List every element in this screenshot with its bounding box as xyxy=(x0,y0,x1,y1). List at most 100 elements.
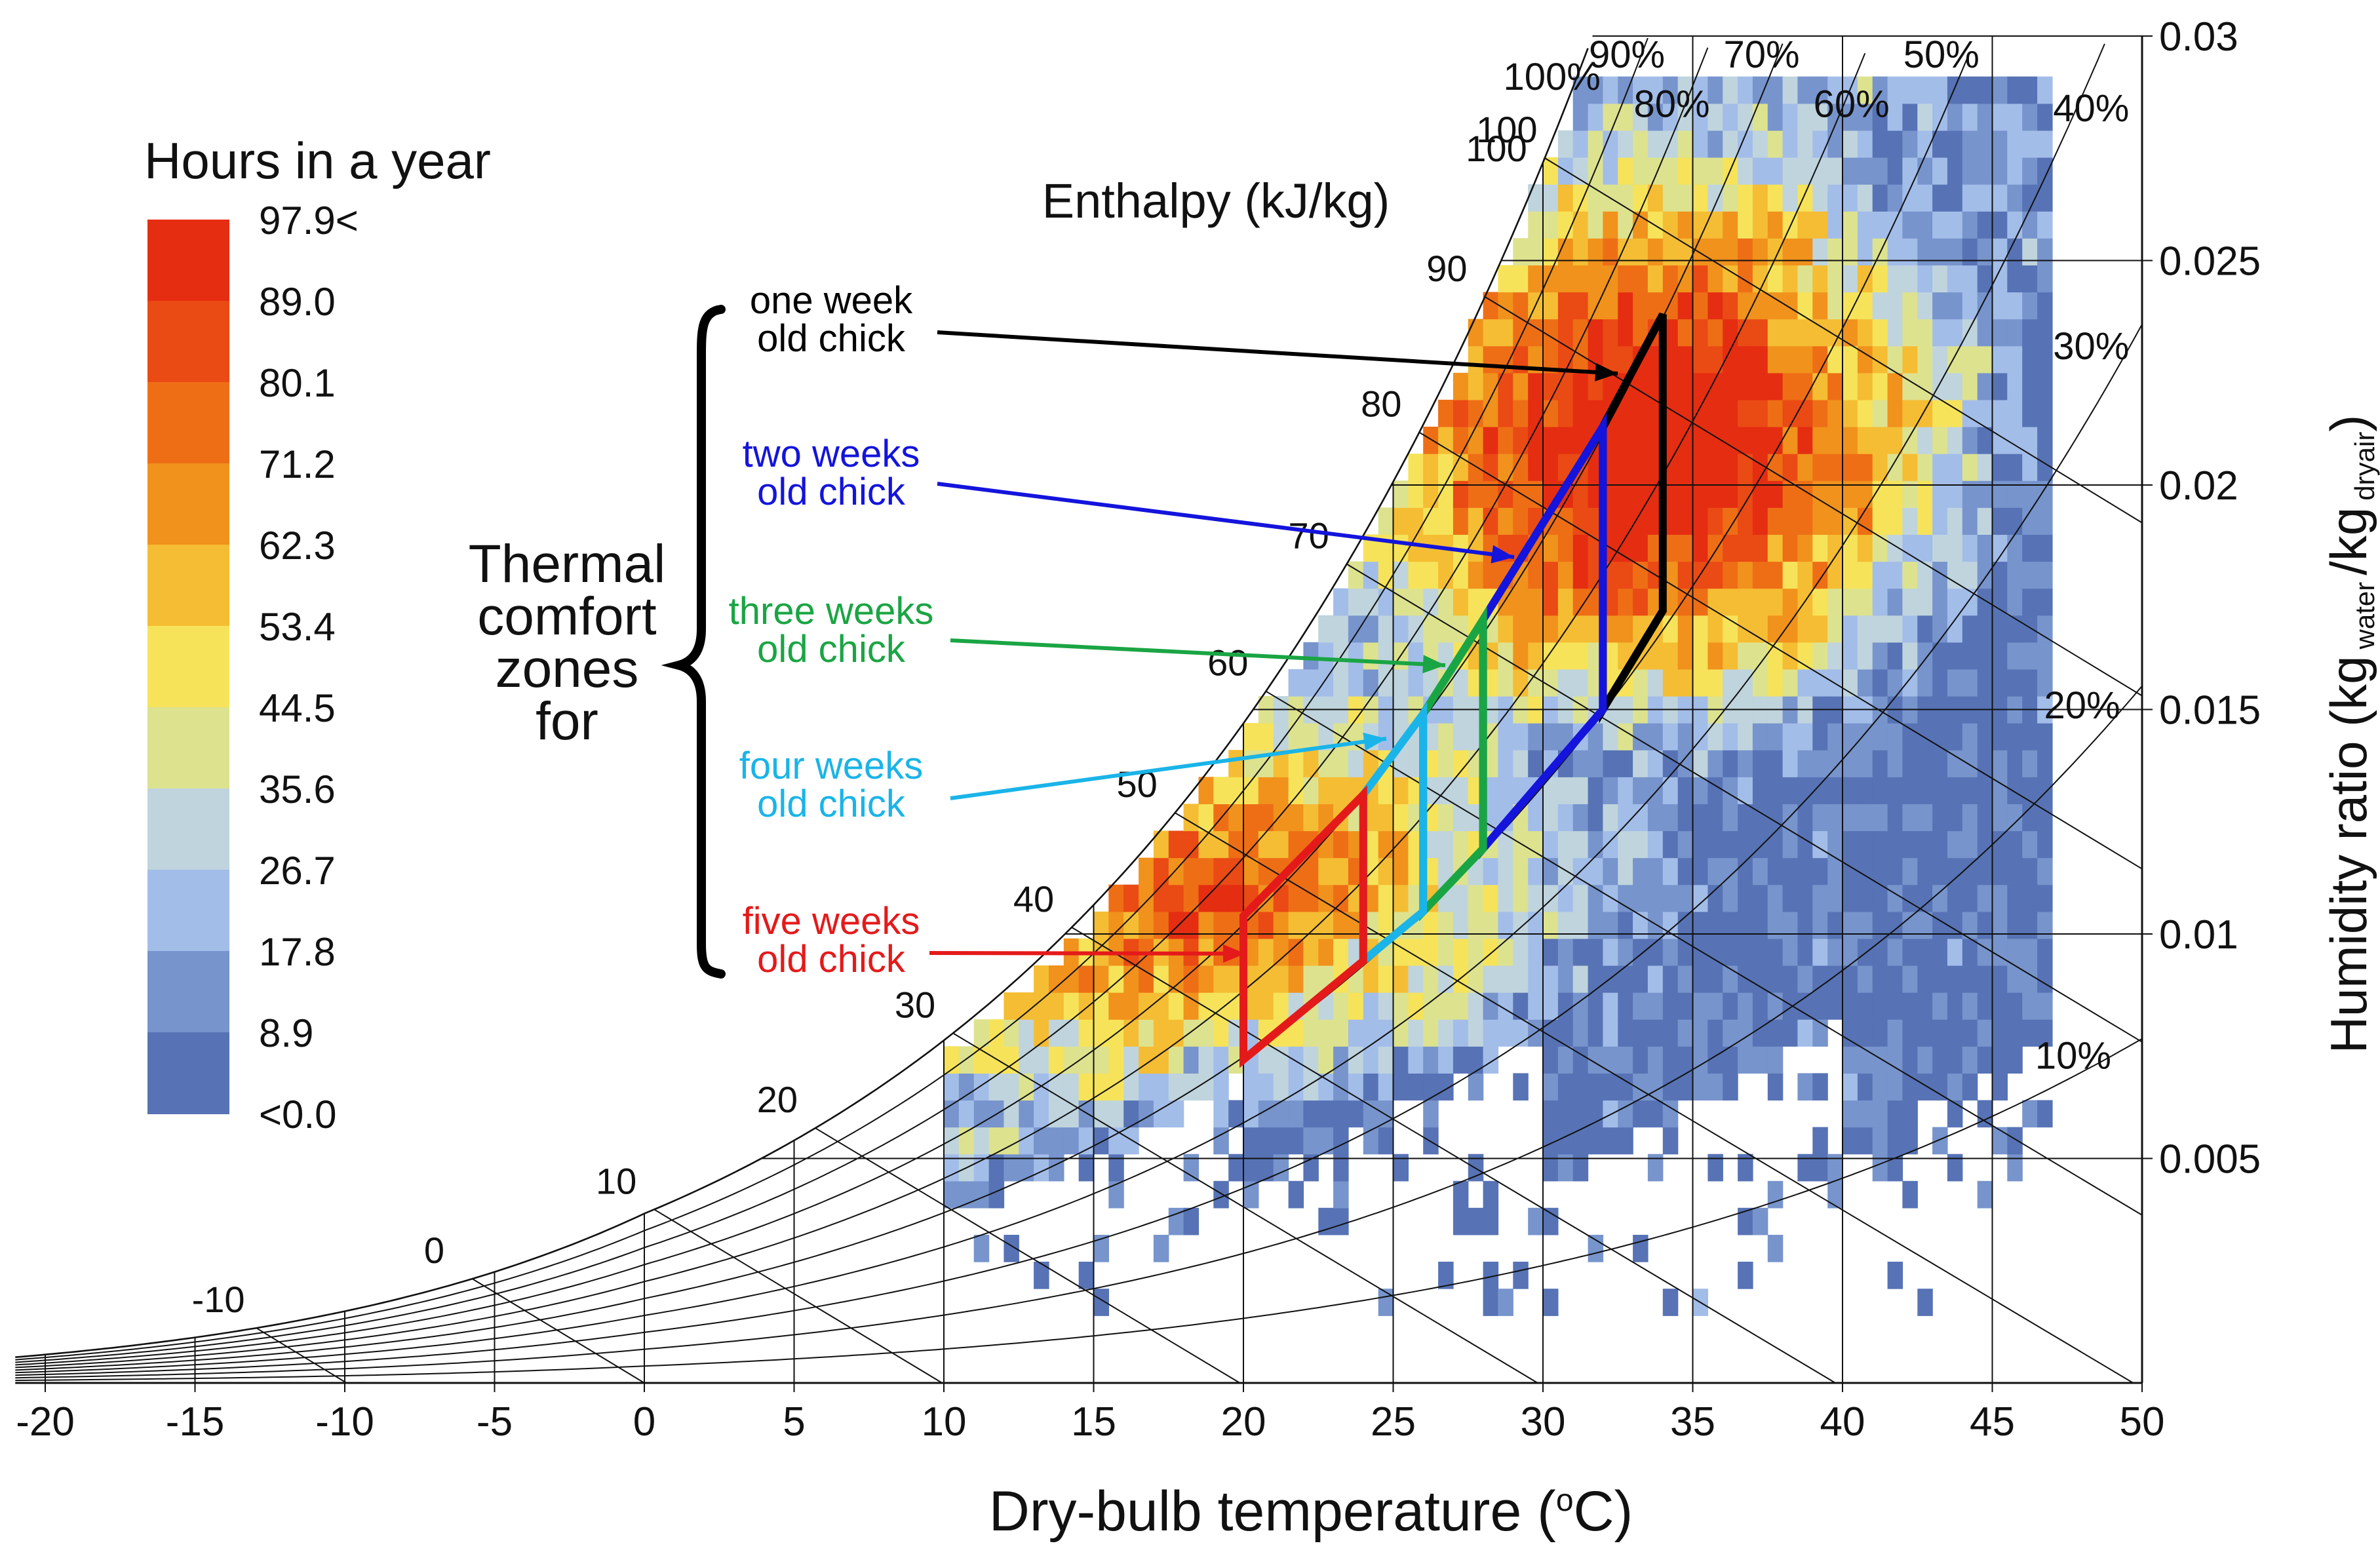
heatmap-cell xyxy=(1902,211,1918,239)
heatmap-cell xyxy=(1962,265,1978,293)
heatmap-cell xyxy=(2037,938,2053,966)
heatmap-cell xyxy=(1483,857,1499,885)
heatmap-cell xyxy=(1992,1127,2008,1155)
heatmap-cell xyxy=(1902,399,1918,427)
heatmap-cell xyxy=(1662,1046,1679,1074)
heatmap-cell xyxy=(1977,884,1993,912)
heatmap-cell xyxy=(1603,130,1618,158)
heatmap-cell xyxy=(1243,1100,1259,1128)
heatmap-cell xyxy=(1917,345,1933,374)
heatmap-cell xyxy=(1752,992,1768,1020)
axes: -20 -15 -10 -5 0 5 10 15 20 25 30 35 40 45 500.0050.01… xyxy=(15,14,2261,1445)
legend-swatch xyxy=(147,1032,229,1114)
heatmap-cell xyxy=(1947,642,1963,670)
heatmap-cell xyxy=(1063,1046,1080,1074)
heatmap-cell xyxy=(1692,804,1708,832)
heatmap-cell xyxy=(1692,345,1708,374)
heatmap-cell xyxy=(1962,588,1978,616)
heatmap-cell xyxy=(1752,130,1768,158)
heatmap-cell xyxy=(1917,103,1933,131)
legend-label: 17.8 xyxy=(259,930,336,974)
heatmap-cell xyxy=(1572,642,1589,670)
heatmap-cell xyxy=(1557,238,1574,265)
heatmap-cell xyxy=(1438,965,1454,993)
heatmap-cell xyxy=(1572,480,1589,508)
heatmap-cell xyxy=(1513,857,1529,885)
enthalpy-label: 30 xyxy=(895,984,935,1025)
heatmap-cell xyxy=(1887,1262,1903,1289)
heatmap-cell xyxy=(1498,750,1513,777)
heatmap-cell xyxy=(1947,507,1963,535)
heatmap-cell xyxy=(2007,588,2023,616)
heatmap-cell xyxy=(1752,938,1768,966)
heatmap-cell xyxy=(1423,1073,1439,1101)
heatmap-cell xyxy=(2037,265,2053,293)
heatmap-cell xyxy=(1528,184,1544,212)
heatmap-cell xyxy=(1528,372,1544,400)
heatmap-cell xyxy=(1857,911,1873,939)
heatmap-cell xyxy=(2007,965,2023,993)
heatmap-cell xyxy=(2037,588,2053,616)
heatmap-cell xyxy=(1843,534,1858,562)
heatmap-cell xyxy=(1812,454,1828,481)
heatmap-cell xyxy=(1782,615,1799,643)
heatmap-cell xyxy=(1692,103,1708,131)
heatmap-cell xyxy=(1962,480,1978,508)
heatmap-cell xyxy=(1557,830,1574,859)
heatmap-cell xyxy=(1767,1073,1784,1101)
legend-swatch xyxy=(147,951,229,1033)
heatmap-cell xyxy=(1723,238,1738,265)
heatmap-cell xyxy=(1782,750,1799,777)
heatmap-cell xyxy=(1378,804,1394,832)
heatmap-cell xyxy=(1618,857,1633,885)
heatmap-cell xyxy=(1977,750,1993,777)
heatmap-cell xyxy=(1738,1154,1753,1182)
heatmap-cell xyxy=(1303,723,1319,750)
heatmap-cell xyxy=(1168,992,1184,1020)
heatmap-cell xyxy=(1588,399,1604,427)
heatmap-cell xyxy=(1992,345,2008,374)
heatmap-cell xyxy=(1618,992,1633,1020)
heatmap-cell xyxy=(1498,265,1513,293)
heatmap-cell xyxy=(1932,965,1948,993)
heatmap-cell xyxy=(1857,1127,1873,1155)
rh-label: 70% xyxy=(1724,33,1800,76)
chart-labels: 10%20%30%40%50%60%70%80%90%100%-10010203… xyxy=(192,33,2130,1320)
heatmap-cell xyxy=(1977,1019,1993,1047)
heatmap-cell xyxy=(1019,1127,1034,1155)
heatmap-cell xyxy=(2022,157,2038,185)
heatmap-cell xyxy=(1932,345,1948,374)
heatmap-cell xyxy=(1812,76,1828,104)
heatmap-cell xyxy=(1872,454,1888,481)
heatmap-cell xyxy=(1618,588,1633,616)
heatmap-cell xyxy=(1707,992,1723,1020)
heatmap-cell xyxy=(1618,777,1633,804)
heatmap-cell xyxy=(1183,1154,1200,1182)
heatmap-cell xyxy=(1992,211,2008,239)
heatmap-cell xyxy=(1857,1073,1873,1101)
heatmap-cell xyxy=(1827,615,1843,643)
heatmap-cell xyxy=(1213,777,1229,804)
heatmap-cell xyxy=(1947,211,1963,239)
heatmap-cell xyxy=(1692,777,1708,804)
heatmap-cell xyxy=(1618,427,1633,454)
heatmap-cell xyxy=(1453,1019,1469,1047)
heatmap-cell xyxy=(1738,750,1753,777)
heatmap-cell xyxy=(1662,804,1679,832)
heatmap-cell xyxy=(1572,265,1589,293)
heatmap-cell xyxy=(1123,884,1139,912)
heatmap-cell xyxy=(2007,211,2023,239)
heatmap-cell xyxy=(1843,480,1858,508)
heatmap-cell xyxy=(1992,103,2008,131)
legend-label: 8.9 xyxy=(259,1011,313,1055)
zone-arrow xyxy=(950,638,1446,667)
heatmap-cell xyxy=(1857,750,1873,777)
heatmap-cell xyxy=(1318,777,1334,804)
heatmap-cell xyxy=(1603,938,1618,966)
heatmap-cell xyxy=(1153,857,1169,885)
heatmap-cell xyxy=(1917,588,1933,616)
heatmap-cell xyxy=(1318,1127,1334,1155)
heatmap-cell xyxy=(1857,507,1873,535)
heatmap-cell xyxy=(1108,884,1124,912)
heatmap-cell xyxy=(1303,669,1319,697)
